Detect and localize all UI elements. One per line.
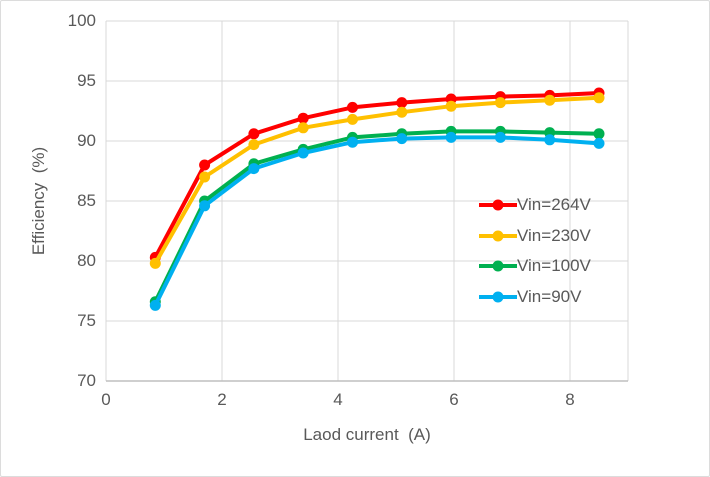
series-marker-vin-100v bbox=[593, 128, 605, 140]
series-marker-vin-230v bbox=[149, 257, 161, 269]
series-marker-vin-264v bbox=[199, 159, 211, 171]
x-tick-label: 6 bbox=[449, 390, 459, 409]
legend-item-vin-230v: Vin=230V bbox=[479, 221, 591, 252]
y-tick-label: 75 bbox=[77, 311, 96, 330]
series-marker-vin-230v bbox=[494, 97, 506, 109]
y-tick-label: 85 bbox=[77, 191, 96, 210]
x-tick-label: 8 bbox=[565, 390, 575, 409]
legend-label: Vin=90V bbox=[517, 286, 582, 306]
series-line-vin-100v bbox=[153, 129, 601, 304]
y-tick-label: 80 bbox=[77, 251, 96, 270]
series-marker-vin-264v bbox=[347, 101, 358, 113]
series-marker-vin-264v bbox=[396, 97, 408, 109]
legend-swatch-icon bbox=[479, 230, 517, 242]
legend-item-vin-90v: Vin=90V bbox=[479, 282, 591, 313]
series-marker-vin-230v bbox=[199, 171, 211, 183]
series-marker-vin-90v bbox=[445, 131, 457, 143]
series-marker-vin-264v bbox=[248, 128, 260, 140]
series-marker-vin-90v bbox=[199, 200, 211, 212]
chart-legend: Vin=264V Vin=230V Vin=100V Vin=90V bbox=[479, 190, 591, 312]
y-tick-label: 100 bbox=[67, 11, 96, 30]
series-marker-vin-230v bbox=[396, 106, 408, 118]
series-line-vin-230v bbox=[153, 95, 601, 266]
series-marker-vin-230v bbox=[445, 100, 457, 112]
legend-label: Vin=100V bbox=[517, 256, 591, 276]
series-marker-vin-90v bbox=[396, 133, 408, 145]
series-line-vin-90v bbox=[153, 135, 601, 308]
series-marker-vin-230v bbox=[544, 94, 556, 106]
x-tick-label: 0 bbox=[101, 390, 111, 409]
series-marker-vin-90v bbox=[494, 131, 506, 143]
legend-swatch-icon bbox=[479, 291, 517, 303]
y-tick-label: 95 bbox=[77, 71, 96, 90]
series-marker-vin-90v bbox=[347, 136, 358, 148]
x-axis-title: Laod current (A) bbox=[303, 425, 431, 444]
legend-swatch-icon bbox=[479, 199, 517, 211]
series-line-vin-264v bbox=[153, 91, 601, 260]
legend-item-vin-264v: Vin=264V bbox=[479, 190, 591, 221]
y-tick-label: 70 bbox=[77, 371, 96, 390]
legend-swatch-icon bbox=[479, 260, 517, 272]
series-marker-vin-90v bbox=[149, 299, 161, 311]
legend-label: Vin=264V bbox=[517, 195, 591, 215]
series-marker-vin-264v bbox=[297, 112, 309, 124]
x-tick-label: 4 bbox=[333, 390, 343, 409]
series-marker-vin-230v bbox=[593, 92, 605, 104]
series-marker-vin-230v bbox=[248, 139, 260, 151]
series-marker-vin-230v bbox=[297, 122, 309, 134]
series-marker-vin-90v bbox=[248, 163, 260, 175]
series-marker-vin-230v bbox=[347, 113, 358, 125]
series-marker-vin-90v bbox=[297, 147, 309, 159]
x-tick-label: 2 bbox=[217, 390, 227, 409]
y-tick-label: 90 bbox=[77, 131, 96, 150]
y-axis-title: Efficiency (%) bbox=[29, 146, 48, 256]
series-marker-vin-90v bbox=[593, 137, 605, 149]
legend-item-vin-100v: Vin=100V bbox=[479, 251, 591, 282]
series-marker-vin-90v bbox=[544, 134, 556, 146]
legend-label: Vin=230V bbox=[517, 225, 591, 245]
